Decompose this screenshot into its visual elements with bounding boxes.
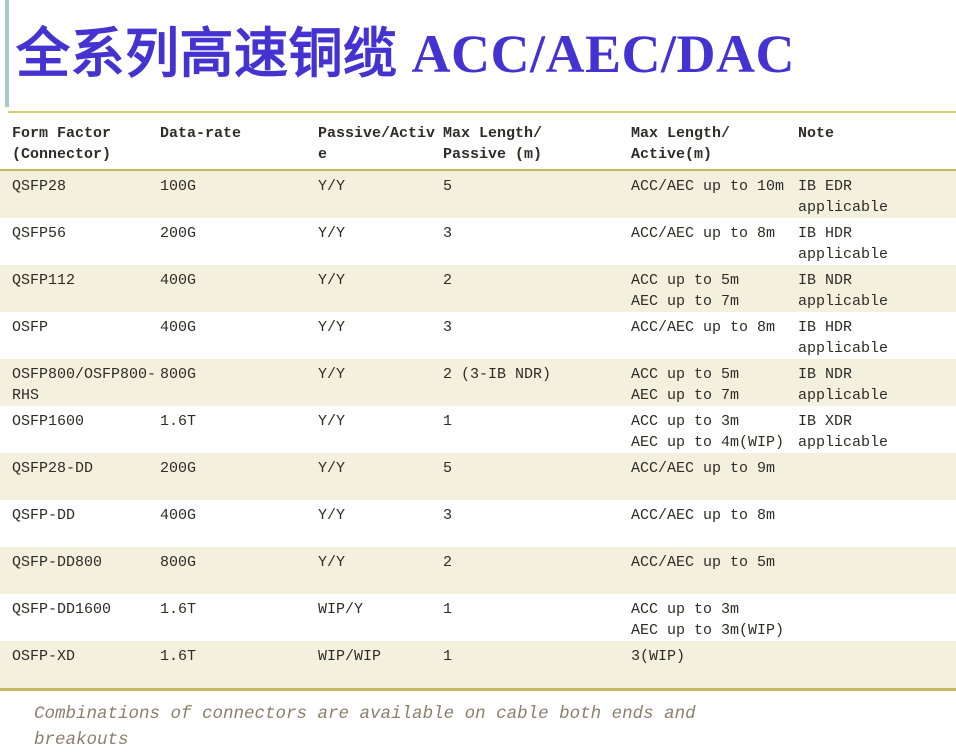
- page-title: 全系列高速铜缆 ACC/AEC/DAC: [16, 24, 795, 84]
- table-cell: ACC up to 3m AEC up to 3m(WIP): [631, 601, 785, 639]
- left-accent-bar: [5, 0, 9, 107]
- table-cell: IB NDR applicable: [798, 366, 889, 404]
- column-header-max-length-active: Max Length/ Active(m): [631, 113, 798, 171]
- table-cell: ACC/AEC up to 5m: [631, 554, 776, 571]
- table-cell: IB HDR applicable: [798, 225, 889, 263]
- table-cell: 1: [443, 601, 453, 618]
- table-cell: Y/Y: [318, 366, 346, 383]
- table-cell: QSFP-DD1600: [12, 601, 112, 618]
- table-cell: 1.6T: [160, 648, 197, 665]
- table-cell: [798, 453, 956, 500]
- table-cell: IB NDR applicable: [798, 272, 889, 310]
- table-cell: 5: [443, 460, 453, 477]
- table-row: QSFP-DD1600 1.6T WIP/Y 1 ACC up to 3m AE…: [0, 594, 956, 641]
- table-cell: 800G: [160, 554, 197, 571]
- table-cell: OSFP-XD: [12, 648, 76, 665]
- table-cell: OSFP1600: [12, 413, 85, 430]
- table-row: QSFP28 100G Y/Y 5 ACC/AEC up to 10m IB E…: [0, 170, 956, 218]
- table-cell: 2: [443, 272, 453, 289]
- table-cell: IB EDR applicable: [798, 178, 889, 216]
- title-underline: [8, 111, 956, 113]
- table-cell: WIP/Y: [318, 601, 364, 618]
- table-cell: 5: [443, 178, 453, 195]
- table-cell: OSFP800/OSFP800- RHS: [12, 366, 157, 404]
- table-cell: ACC up to 5m AEC up to 7m: [631, 272, 740, 310]
- column-header-note: Note: [798, 113, 956, 171]
- table-cell: [798, 641, 956, 690]
- table-cell: 3: [443, 507, 453, 524]
- column-header-passive-active: Passive/Activ e: [318, 113, 443, 171]
- table-header-row: Form Factor (Connector) Data-rate Passiv…: [0, 113, 956, 171]
- table-cell: 3(WIP): [631, 648, 686, 665]
- table-cell: Y/Y: [318, 413, 346, 430]
- table-cell: Y/Y: [318, 272, 346, 289]
- cable-table: Form Factor (Connector) Data-rate Passiv…: [0, 113, 956, 691]
- table-row: QSFP112 400G Y/Y 2 ACC up to 5m AEC up t…: [0, 265, 956, 312]
- table-cell: 100G: [160, 178, 197, 195]
- table-cell: IB HDR applicable: [798, 319, 889, 357]
- table-cell: 3: [443, 225, 453, 242]
- table-cell: 1: [443, 648, 453, 665]
- column-header-max-length-passive: Max Length/ Passive (m): [443, 113, 631, 171]
- table-cell: Y/Y: [318, 554, 346, 571]
- table-cell: [798, 500, 956, 547]
- table-row: OSFP-XD 1.6T WIP/WIP 1 3(WIP): [0, 641, 956, 690]
- table-cell: ACC/AEC up to 9m: [631, 460, 776, 477]
- table-cell: OSFP: [12, 319, 49, 336]
- table-cell: QSFP28: [12, 178, 67, 195]
- table-cell: QSFP28-DD: [12, 460, 94, 477]
- table-row: OSFP 400G Y/Y 3 ACC/AEC up to 8m IB HDR …: [0, 312, 956, 359]
- table-cell: ACC/AEC up to 8m: [631, 507, 776, 524]
- table-cell: ACC/AEC up to 8m: [631, 225, 776, 242]
- table-row: QSFP56 200G Y/Y 3 ACC/AEC up to 8m IB HD…: [0, 218, 956, 265]
- table-cell: QSFP-DD: [12, 507, 76, 524]
- table-cell: ACC up to 5m AEC up to 7m: [631, 366, 740, 404]
- table-cell: QSFP112: [12, 272, 76, 289]
- table-cell: 1.6T: [160, 601, 197, 618]
- table-cell: Y/Y: [318, 460, 346, 477]
- table-cell: ACC/AEC up to 10m: [631, 178, 785, 195]
- table-cell: ACC up to 3m AEC up to 4m(WIP): [631, 413, 785, 451]
- table-row: OSFP800/OSFP800- RHS 800G Y/Y 2 (3-IB ND…: [0, 359, 956, 406]
- table-cell: Y/Y: [318, 178, 346, 195]
- table-cell: QSFP56: [12, 225, 67, 242]
- table-cell: 400G: [160, 272, 197, 289]
- table-cell: 1.6T: [160, 413, 197, 430]
- table-cell: Y/Y: [318, 225, 346, 242]
- table-cell: 3: [443, 319, 453, 336]
- table-row: QSFP-DD800 800G Y/Y 2 ACC/AEC up to 5m: [0, 547, 956, 594]
- table-row: QSFP28-DD 200G Y/Y 5 ACC/AEC up to 9m: [0, 453, 956, 500]
- table-cell: [798, 594, 956, 641]
- column-header-form-factor: Form Factor (Connector): [0, 113, 160, 171]
- footnote: Combinations of connectors are available…: [34, 704, 696, 750]
- table-cell: WIP/WIP: [318, 648, 382, 665]
- table-cell: 2: [443, 554, 453, 571]
- table-cell: 1: [443, 413, 453, 430]
- table-cell: 2 (3-IB NDR): [443, 366, 552, 383]
- table-row: OSFP1600 1.6T Y/Y 1 ACC up to 3m AEC up …: [0, 406, 956, 453]
- table-cell: IB XDR applicable: [798, 413, 889, 451]
- table-cell: [798, 547, 956, 594]
- table-cell: Y/Y: [318, 507, 346, 524]
- table-cell: 400G: [160, 507, 197, 524]
- table-row: QSFP-DD 400G Y/Y 3 ACC/AEC up to 8m: [0, 500, 956, 547]
- table-cell: 200G: [160, 225, 197, 242]
- table-cell: Y/Y: [318, 319, 346, 336]
- table-cell: QSFP-DD800: [12, 554, 103, 571]
- table-cell: ACC/AEC up to 8m: [631, 319, 776, 336]
- table-cell: 800G: [160, 366, 197, 383]
- table-cell: 200G: [160, 460, 197, 477]
- table-cell: 400G: [160, 319, 197, 336]
- column-header-data-rate: Data-rate: [160, 113, 318, 171]
